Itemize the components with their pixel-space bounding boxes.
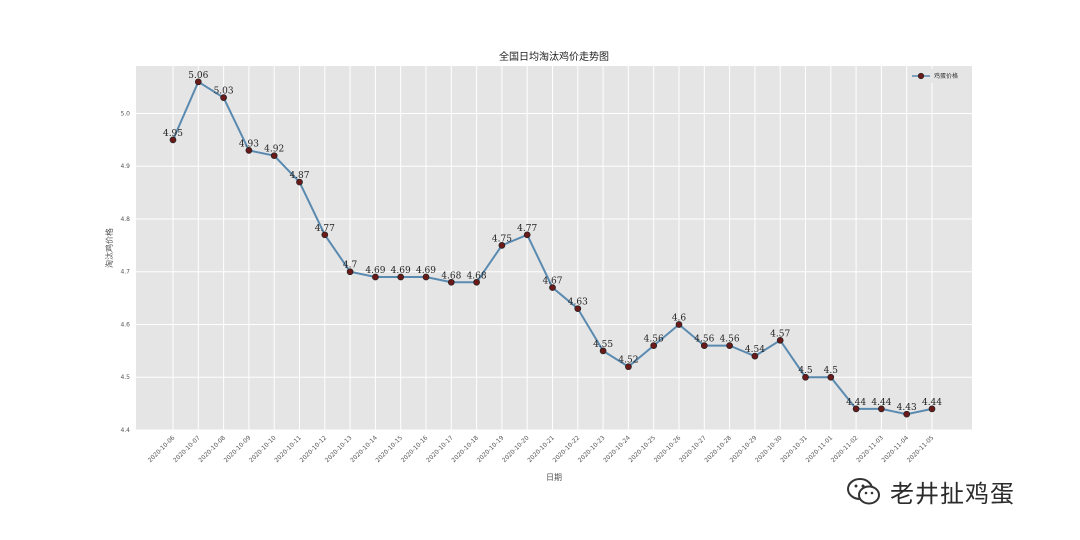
data-point [599,347,607,355]
data-label: 4.69 [391,266,411,276]
data-point [498,242,506,249]
legend-marker [917,72,925,80]
data-point [473,278,480,286]
data-label: 4.77 [315,224,335,234]
data-point [346,268,354,276]
data-labels: 4.95 5.06 5.03 4.93 4.92 4.87 4.77 4.7 4.69 4.69 4… [163,71,942,413]
data-label: 4.7 [343,261,358,271]
data-label: 4.68 [467,271,487,281]
data-label: 4.5 [824,366,839,376]
data-point [523,231,531,239]
data-point [726,342,733,349]
data-label: 4.52 [618,356,638,366]
data-point [650,342,658,349]
watermark: 老井扯鸡蛋 [846,474,1015,509]
data-point [675,321,683,328]
data-label: 4.5 [798,366,813,376]
x-tick-label: 2020-11-05 [906,434,936,464]
data-label: 4.56 [694,335,714,345]
data-point [447,278,455,286]
data-label: 4.43 [897,403,917,413]
grid-lines [136,66,972,431]
data-point [321,231,329,239]
data-point [751,352,759,360]
data-point [827,373,835,381]
data-label: 4.56 [720,335,740,345]
data-point [372,273,379,281]
data-label: 4.93 [239,139,259,149]
data-label: 4.44 [871,398,891,408]
data-label: 4.92 [264,145,284,155]
data-label: 4.6 [672,313,687,323]
y-axis-label: 淘汰鸡价格 [104,228,114,268]
data-label: 5.03 [214,87,234,97]
x-axis-label: 日期 [546,473,562,482]
data-point [776,336,784,344]
data-point [700,342,708,349]
data-point [270,152,278,160]
data-label: 4.95 [163,129,183,139]
y-tick-label: 4.6 [120,321,130,328]
chart-title: 全国日均淘汰鸡价走势图 [499,50,609,63]
watermark-text: 老井扯鸡蛋 [890,480,1015,508]
x-tick-labels: 2020-10-062020-10-072020-10-082020-10-09… [147,434,936,464]
data-point [852,405,860,413]
legend: 鸡蛋价格 [908,69,968,83]
data-label: 4.63 [568,298,588,308]
data-label: 4.44 [846,398,866,408]
data-point [903,410,911,418]
y-tick-label: 4.9 [120,163,130,170]
data-point [928,405,936,413]
data-point [422,273,430,281]
data-points [169,78,936,418]
data-point [169,136,177,144]
y-tick-label: 4.5 [120,374,130,381]
data-point [245,147,253,154]
data-label: 4.44 [922,398,942,408]
data-label: 4.87 [289,171,309,181]
y-tick-label: 4.8 [120,216,130,223]
data-point [878,405,885,413]
data-point [549,284,556,291]
wechat-icon [847,477,880,504]
y-tick-label: 4.4 [120,427,130,434]
y-tick-label: 5.0 [120,110,130,117]
data-label: 4.56 [644,335,664,345]
data-point [625,363,632,371]
plot-area [136,66,972,430]
data-label: 4.77 [517,224,537,234]
data-label: 4.68 [441,271,461,281]
data-label: 4.69 [365,266,385,276]
data-point [296,178,303,186]
data-label: 4.67 [542,277,562,287]
data-label: 4.75 [492,234,512,244]
legend-box [908,69,968,83]
data-label: 4.57 [770,329,790,339]
data-point [194,78,202,86]
data-point [574,305,582,313]
data-point [802,373,809,381]
data-point [397,273,405,281]
y-tick-labels: 4.4 4.5 4.6 4.7 4.8 4.9 5.0 [120,110,130,434]
data-label: 5.06 [188,71,208,81]
y-tick-label: 4.7 [120,269,130,276]
legend-label: 鸡蛋价格 [934,72,958,80]
data-label: 4.54 [745,345,765,355]
data-point [220,94,227,102]
data-label: 4.55 [593,340,613,350]
data-label: 4.69 [416,266,436,276]
